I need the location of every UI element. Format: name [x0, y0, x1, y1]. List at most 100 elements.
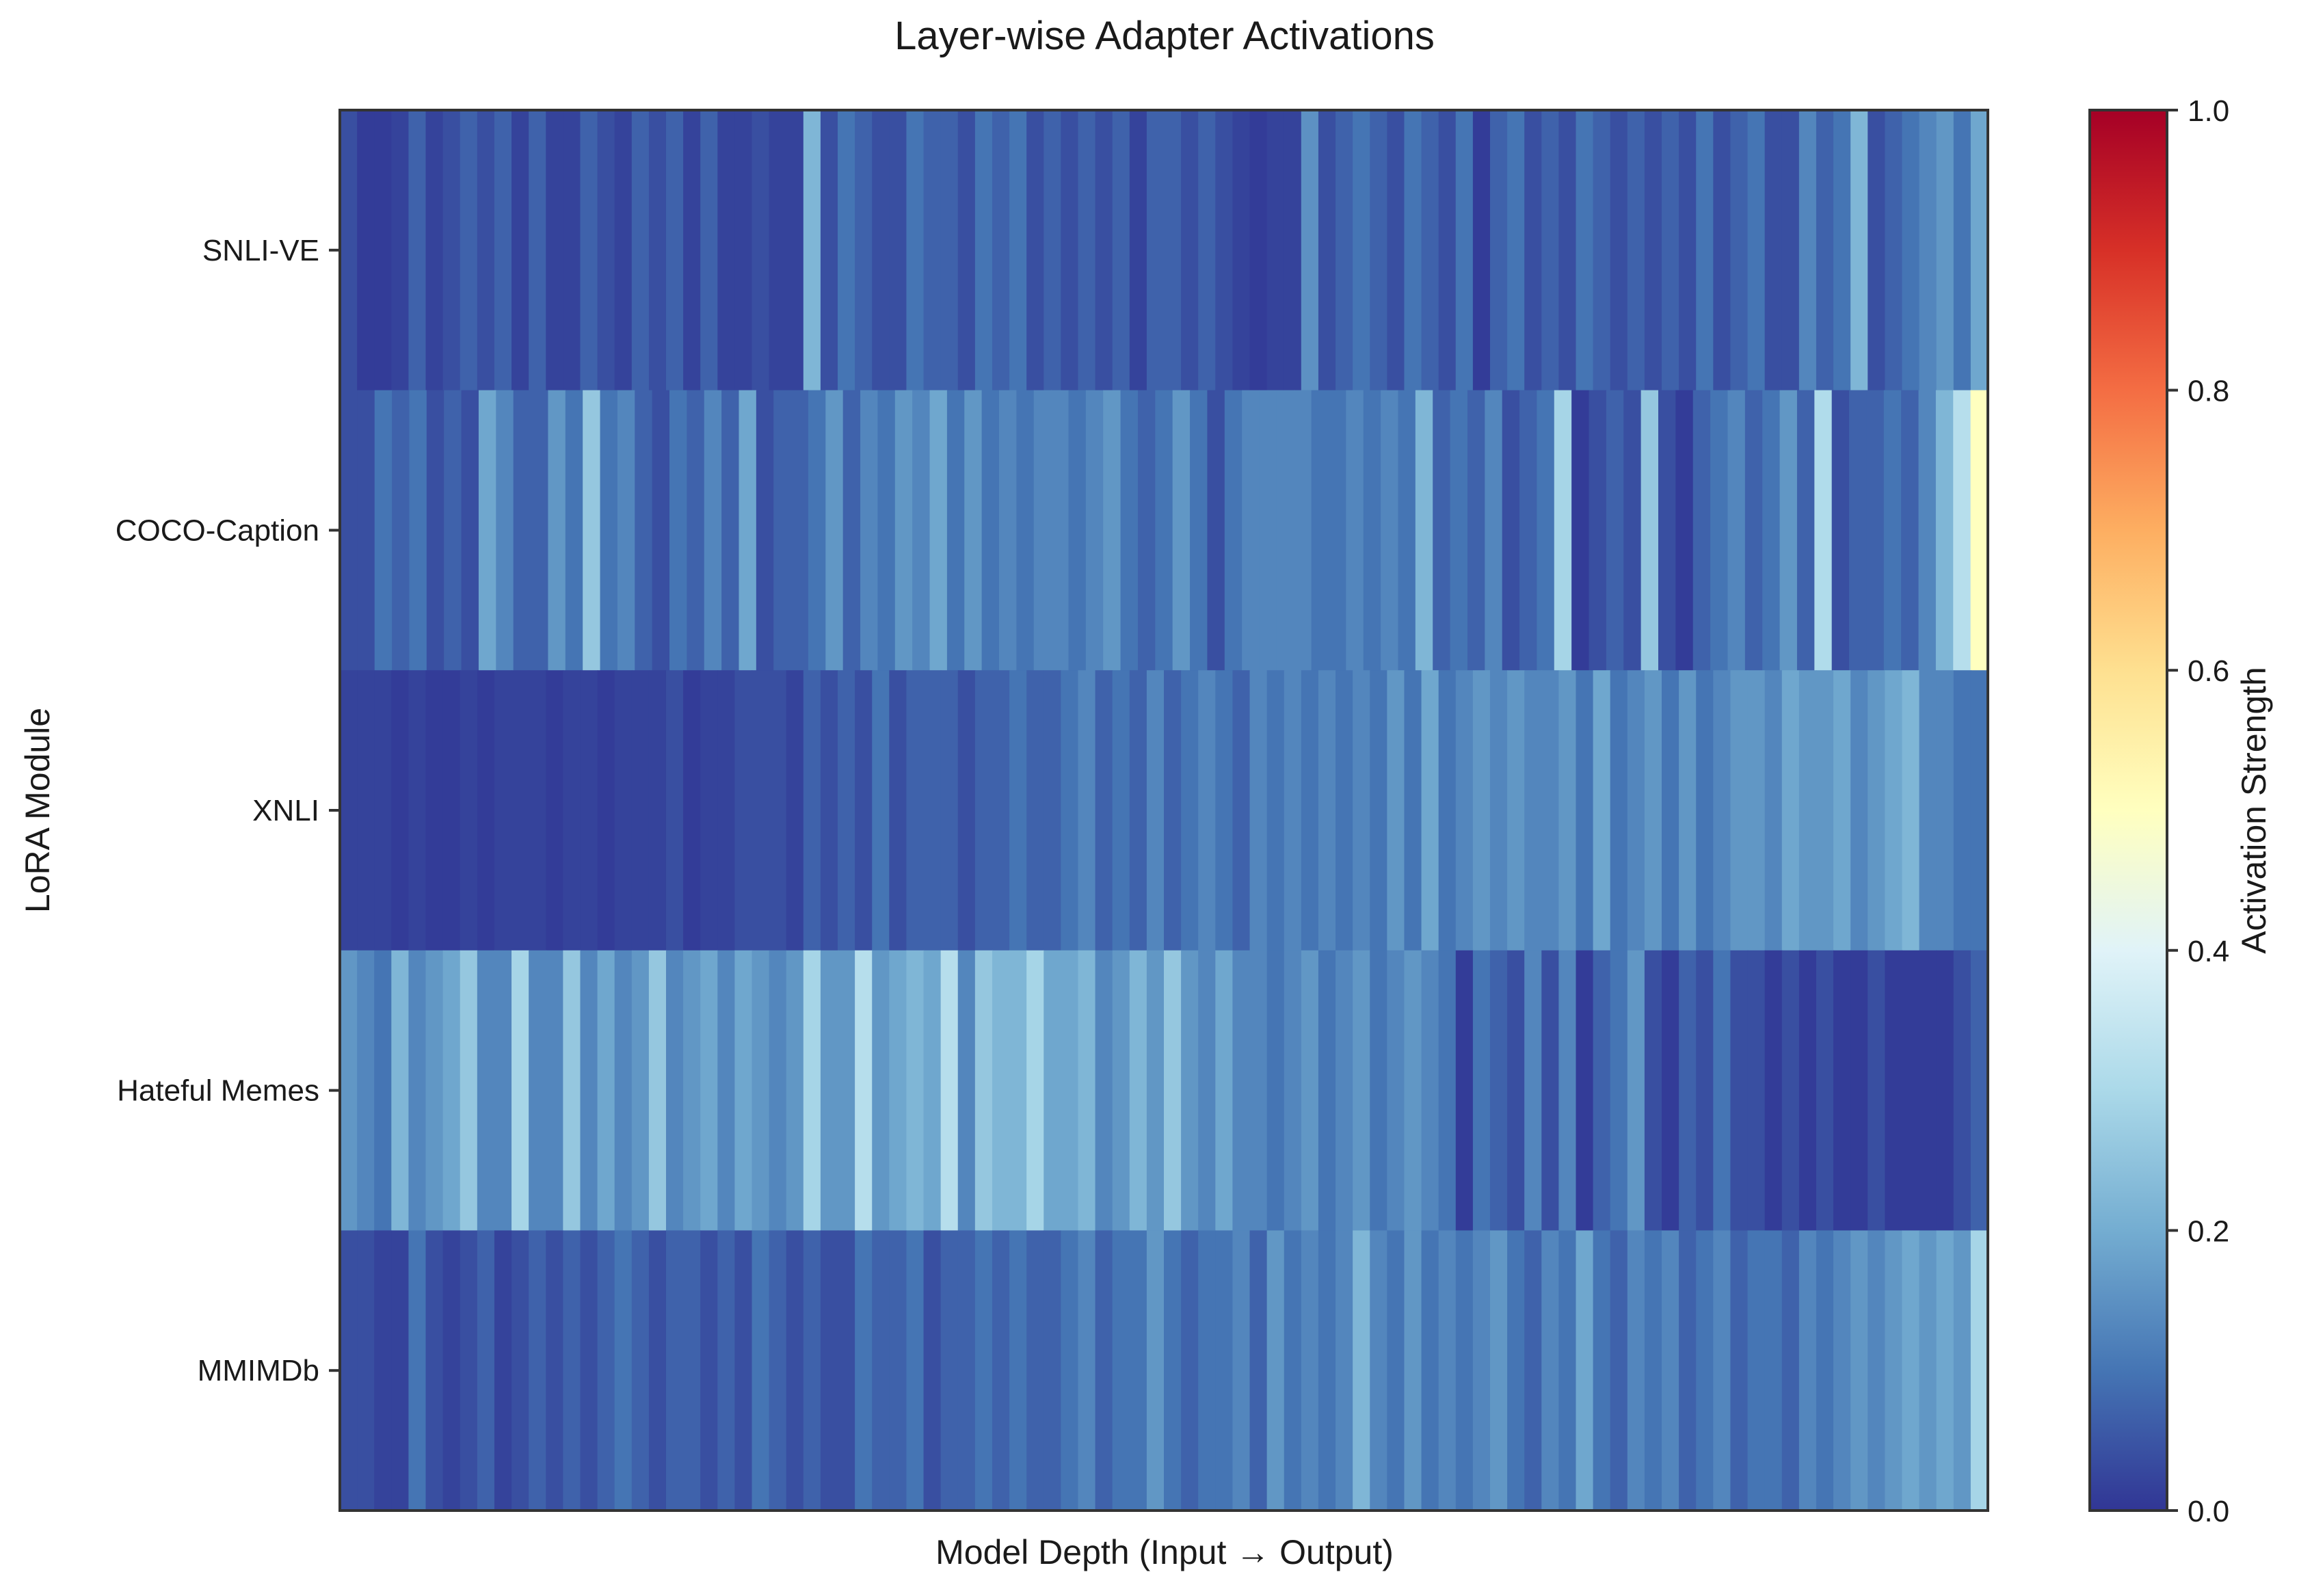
- heatmap-cell: [1095, 1230, 1113, 1511]
- heatmap-cell: [1318, 950, 1336, 1232]
- heatmap-cell: [392, 390, 410, 671]
- heatmap-cell: [1779, 390, 1798, 671]
- heatmap-cell: [946, 390, 966, 671]
- heatmap-cell: [906, 950, 925, 1232]
- heatmap-cell: [825, 390, 844, 671]
- heatmap-cell: [1363, 390, 1381, 671]
- colorbar-tick-label: 1.0: [2188, 94, 2229, 128]
- heatmap-cell: [1593, 1230, 1611, 1511]
- heatmap-cell: [1284, 1230, 1302, 1511]
- heatmap-cell: [803, 950, 821, 1232]
- heatmap-cell: [1730, 670, 1749, 951]
- heatmap-cell: [1489, 1230, 1508, 1511]
- heatmap-cell: [531, 390, 549, 671]
- heatmap-cell: [1868, 950, 1886, 1232]
- heatmap-cell: [1181, 1230, 1199, 1511]
- heatmap-cell: [1781, 110, 1800, 391]
- heatmap-cell: [700, 1230, 719, 1511]
- colorbar-tick-label: 0.2: [2188, 1214, 2229, 1248]
- heatmap-cell: [597, 950, 615, 1232]
- heatmap-cell: [1249, 670, 1268, 951]
- heatmap-cell: [683, 670, 701, 951]
- heatmap-cell: [1215, 670, 1234, 951]
- heatmap-cell: [1415, 390, 1434, 671]
- heatmap-cell: [460, 110, 478, 391]
- heatmap-cell: [546, 950, 564, 1232]
- heatmap-cell: [614, 1230, 633, 1511]
- heatmap-cell: [1781, 1230, 1800, 1511]
- heatmap-cell: [391, 1230, 410, 1511]
- heatmap-cell: [1936, 110, 1954, 391]
- heatmap-cell: [1571, 390, 1590, 671]
- heatmap-cell: [1644, 110, 1662, 391]
- heatmap-cell: [1902, 1230, 1920, 1511]
- heatmap-cell: [1953, 950, 1971, 1232]
- heatmap-cell: [529, 950, 547, 1232]
- heatmap-cell: [494, 950, 512, 1232]
- heatmap-cell: [1120, 390, 1139, 671]
- heatmap-cell: [529, 670, 547, 951]
- heatmap-cell: [1710, 390, 1729, 671]
- heatmap-cell: [1266, 1230, 1285, 1511]
- heatmap-cell: [1232, 670, 1251, 951]
- heatmap-cell: [477, 1230, 495, 1511]
- heatmap-cell: [600, 390, 618, 671]
- heatmap-cell: [974, 950, 993, 1232]
- heatmap-cell: [1662, 950, 1679, 1232]
- heatmap-cell: [665, 110, 684, 391]
- heatmap-cell: [704, 390, 722, 671]
- heatmap-cell: [597, 110, 615, 391]
- heatmap-cell: [580, 670, 598, 951]
- heatmap-cell: [855, 1230, 873, 1511]
- heatmap-cell: [1970, 1230, 1989, 1511]
- heatmap-cell: [1679, 1230, 1697, 1511]
- heatmap-cell: [1781, 950, 1800, 1232]
- heatmap-cell: [820, 950, 838, 1232]
- heatmap-cell: [1095, 950, 1113, 1232]
- colorbar-tick-label: 0.8: [2188, 375, 2229, 408]
- heatmap-cell: [1558, 110, 1577, 391]
- heatmap-cell: [1747, 110, 1766, 391]
- heatmap-cell: [1850, 670, 1869, 951]
- heatmap-cell: [1103, 390, 1121, 671]
- heatmap-cell: [1078, 950, 1096, 1232]
- colorbar-tick-label: 0.6: [2188, 654, 2229, 688]
- heatmap-cell: [340, 950, 358, 1232]
- heatmap-cell: [1576, 1230, 1594, 1511]
- heatmap-cell: [1467, 390, 1486, 671]
- heatmap-cell: [631, 1230, 650, 1511]
- heatmap-cell: [1311, 390, 1329, 671]
- chart-title: Layer-wise Adapter Activations: [894, 14, 1435, 58]
- heatmap-cell: [872, 670, 890, 951]
- heatmap-cell: [1129, 1230, 1147, 1511]
- heatmap-cell: [1883, 390, 1902, 671]
- heatmap-cell: [1249, 950, 1268, 1232]
- heatmap-cell: [1284, 950, 1302, 1232]
- heatmap-cell: [442, 950, 461, 1232]
- heatmap-cell: [940, 670, 959, 951]
- heatmap-cell: [1009, 110, 1027, 391]
- heatmap-cell: [408, 110, 427, 391]
- heatmap-cell: [1068, 390, 1087, 671]
- heatmap-cell: [1284, 110, 1302, 391]
- heatmap-cell: [923, 1230, 942, 1511]
- heatmap-cell: [1061, 110, 1079, 391]
- heatmap-cell: [992, 110, 1010, 391]
- heatmap-cell: [1953, 390, 1971, 671]
- heatmap-cell: [1816, 670, 1834, 951]
- heatmap-cell: [1438, 670, 1457, 951]
- heatmap-cell: [855, 110, 873, 391]
- heatmap-cell: [1044, 950, 1062, 1232]
- heatmap-cell: [683, 950, 701, 1232]
- heatmap-cell: [1438, 1230, 1457, 1511]
- heatmap-cell: [1919, 670, 1937, 951]
- heatmap-cell: [1387, 670, 1405, 951]
- heatmap-cell: [906, 670, 925, 951]
- heatmap-cell: [1370, 950, 1388, 1232]
- heatmap-cell: [1259, 390, 1277, 671]
- heatmap-cells: [340, 110, 1989, 1511]
- heatmap-cell: [734, 1230, 753, 1511]
- heatmap-cell: [597, 670, 615, 951]
- heatmap-cell: [1276, 390, 1295, 671]
